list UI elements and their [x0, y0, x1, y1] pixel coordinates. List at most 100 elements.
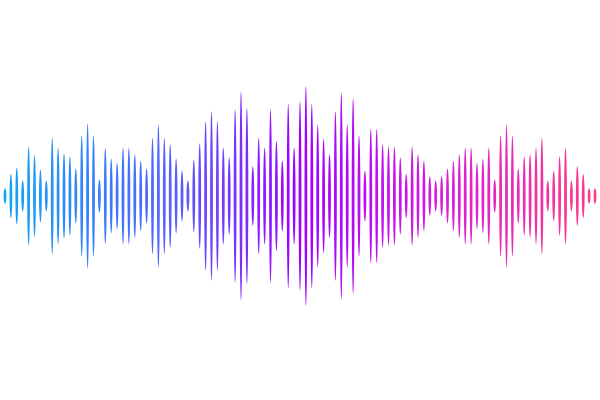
- waveform-bar: [381, 144, 384, 248]
- waveform-bar: [27, 146, 30, 246]
- waveform-bar: [499, 135, 502, 257]
- waveform-bar: [133, 154, 137, 238]
- waveform-bar: [552, 170, 556, 222]
- waveform-bar: [39, 169, 42, 223]
- waveform-bar: [74, 168, 78, 224]
- waveform-bar: [157, 124, 160, 268]
- waveform-bar: [92, 135, 95, 257]
- waveform-bar: [334, 111, 337, 281]
- waveform-bar: [269, 109, 272, 283]
- waveform-bar: [339, 92, 343, 300]
- waveform-bar: [21, 180, 25, 212]
- waveform-bar: [292, 147, 296, 245]
- waveform-bar: [511, 135, 514, 257]
- waveform-bar: [127, 147, 131, 245]
- waveform-bar: [109, 158, 113, 234]
- waveform-bar: [575, 166, 579, 226]
- waveform-bar: [446, 168, 449, 224]
- waveform-bar: [239, 91, 243, 301]
- waveform-bar: [68, 156, 72, 236]
- waveform-bar: [304, 86, 308, 306]
- waveform-bar: [516, 168, 520, 224]
- waveform-bar: [298, 101, 302, 291]
- waveform-bar: [50, 137, 54, 255]
- waveform-bar: [204, 121, 208, 271]
- waveform-bar: [192, 159, 196, 233]
- waveform-bar: [162, 137, 166, 255]
- waveform-bar: [534, 147, 538, 245]
- waveform-bar: [286, 103, 290, 289]
- waveform-bar: [233, 109, 237, 283]
- waveform-bar: [180, 170, 184, 222]
- waveform-bar: [581, 174, 585, 218]
- waveform-bar: [80, 135, 84, 257]
- waveform-bar: [245, 108, 249, 284]
- waveform-bar: [410, 146, 414, 246]
- waveform-bar: [86, 123, 89, 269]
- waveform-bar: [168, 144, 172, 248]
- waveform-bar: [452, 160, 455, 232]
- waveform-bar: [9, 174, 13, 218]
- waveform-bar: [186, 180, 190, 212]
- waveform-bar: [280, 160, 284, 232]
- waveform-bar: [587, 188, 591, 204]
- waveform-bar: [363, 170, 367, 222]
- waveform-bar: [393, 146, 396, 246]
- waveform-bar: [487, 147, 491, 245]
- waveform-bar: [528, 154, 532, 238]
- waveform-bar: [522, 156, 526, 236]
- waveform-bar: [328, 154, 331, 238]
- waveform-bar: [174, 158, 178, 234]
- waveform-bar: [546, 180, 550, 212]
- waveform-bar: [428, 176, 432, 216]
- waveform-bars: [3, 86, 597, 306]
- waveform-bar: [44, 180, 48, 212]
- waveform-bar: [558, 156, 561, 236]
- waveform-bar: [145, 168, 149, 224]
- waveform-bar: [457, 154, 461, 238]
- waveform-bar: [481, 158, 485, 234]
- waveform-bar: [570, 180, 573, 212]
- waveform-bar: [115, 163, 119, 229]
- waveform-bar: [33, 155, 36, 237]
- waveform-bar: [98, 179, 101, 213]
- waveform-bar: [275, 141, 278, 251]
- waveform-bar: [151, 137, 154, 255]
- waveform-bar: [505, 124, 508, 268]
- waveform-bar: [15, 167, 19, 225]
- waveform-bar: [56, 147, 60, 245]
- waveform-bar: [316, 124, 320, 268]
- waveform-bar: [251, 166, 255, 226]
- waveform-bar: [322, 138, 325, 254]
- waveform-bar: [593, 188, 597, 204]
- waveform-bar: [463, 147, 467, 245]
- waveform-bar: [540, 137, 544, 255]
- waveform-bar: [121, 147, 125, 245]
- waveform-bar: [387, 146, 390, 246]
- waveform-bar: [198, 143, 202, 249]
- waveform-bar: [345, 124, 349, 268]
- waveform-bar: [3, 188, 7, 204]
- waveform-bar: [375, 128, 379, 264]
- waveform-bar: [404, 174, 408, 218]
- waveform-bar: [216, 121, 219, 271]
- waveform-bar: [440, 176, 443, 216]
- waveform-bar: [103, 147, 107, 245]
- waveform-bar: [416, 154, 420, 238]
- waveform-bar: [221, 147, 225, 245]
- waveform-bar: [357, 135, 361, 257]
- waveform-bar: [564, 147, 567, 245]
- waveform-bar: [369, 128, 373, 264]
- waveform-bar: [434, 180, 438, 212]
- waveform-bar: [62, 153, 66, 239]
- waveform-bar: [139, 160, 143, 232]
- waveform-bar: [351, 98, 355, 294]
- waveform-bar: [210, 111, 213, 281]
- waveform-bar: [493, 179, 497, 213]
- waveform-bar: [257, 137, 261, 255]
- waveform-bar: [422, 160, 426, 232]
- waveform-bar: [310, 103, 314, 289]
- waveform-bar: [469, 147, 473, 245]
- waveform-bar: [398, 157, 402, 235]
